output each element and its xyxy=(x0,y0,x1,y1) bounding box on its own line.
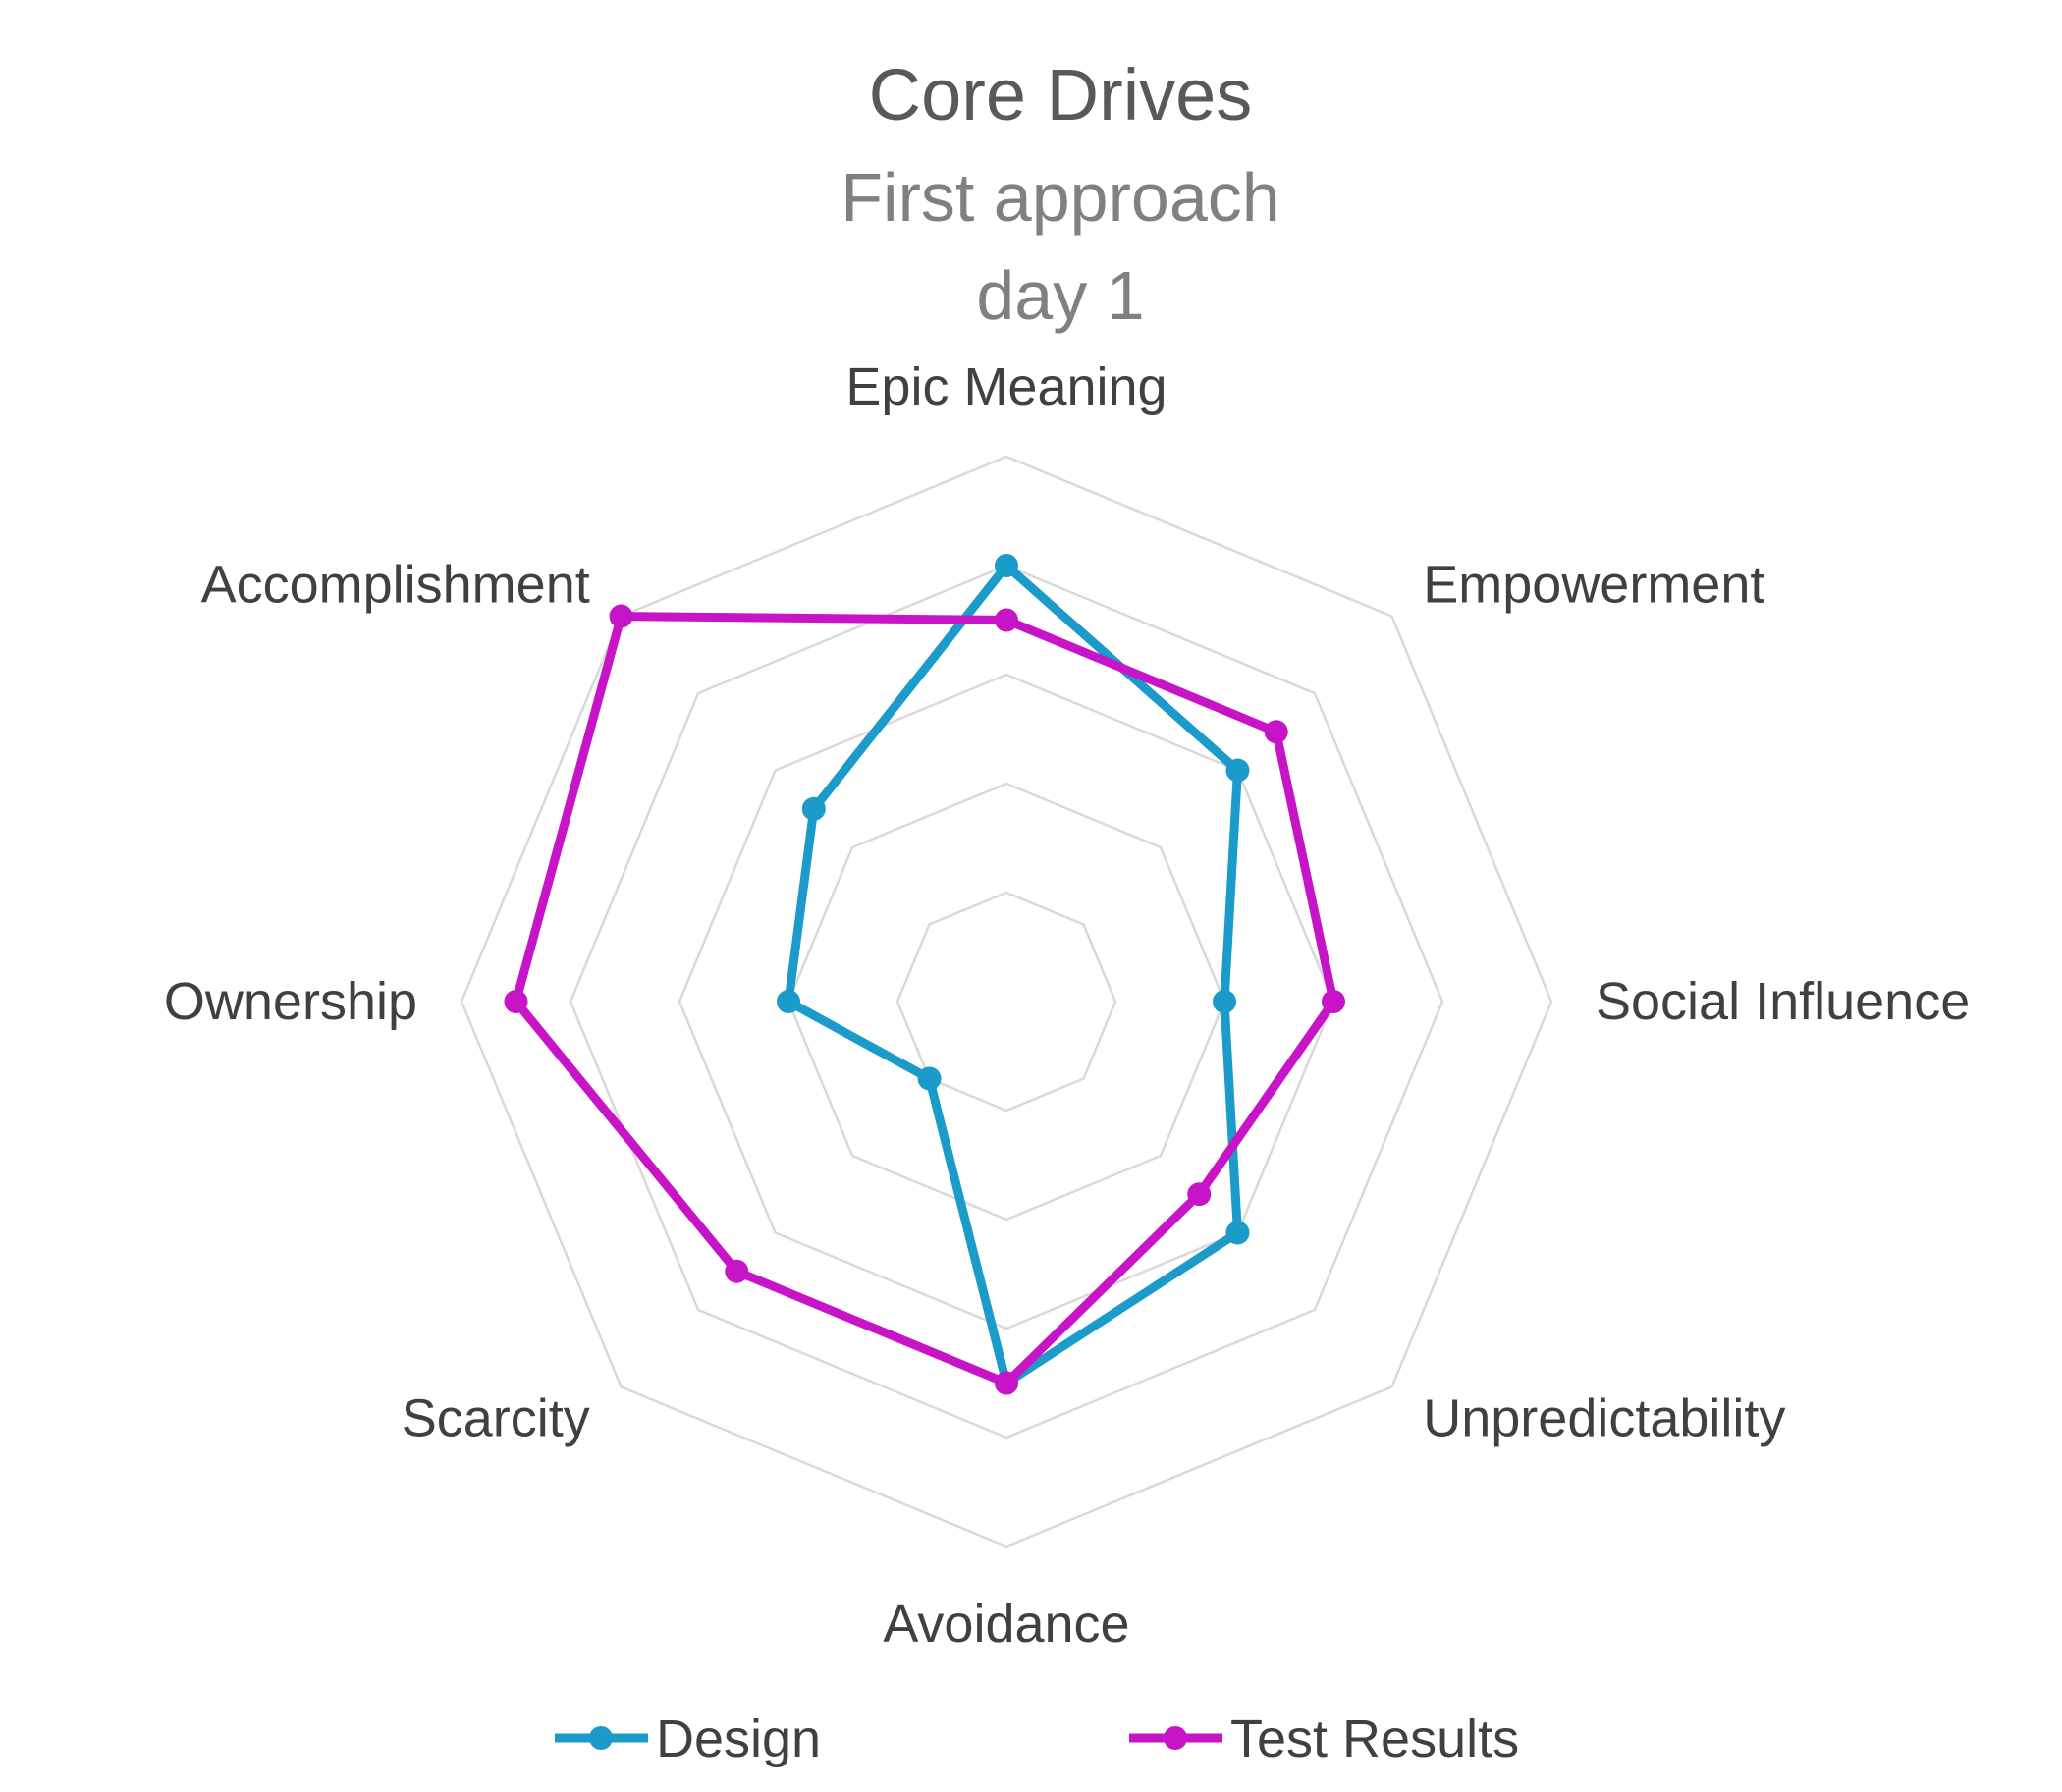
legend-marker-design xyxy=(589,1726,613,1750)
point-design-epic-meaning xyxy=(995,554,1018,577)
legend-item-design: Design xyxy=(555,1710,821,1768)
point-design-unpredictability xyxy=(1225,1221,1250,1245)
series-design xyxy=(777,554,1250,1395)
legend-item-test-results: Test Results xyxy=(1129,1710,1519,1768)
point-design-accomplishment xyxy=(801,796,826,821)
point-design-social-influence xyxy=(1213,990,1236,1013)
legend: Design Test Results xyxy=(555,1710,1519,1768)
axis-label-accomplishment: Accomplishment xyxy=(201,556,590,615)
point-test-results-social-influence xyxy=(1322,990,1345,1013)
chart-subtitle-line-1: First approach xyxy=(841,159,1279,236)
grid-ring-5 xyxy=(460,455,1553,1548)
chart-subtitle-line-2: day 1 xyxy=(976,257,1144,334)
legend-label-design: Design xyxy=(656,1710,821,1768)
grid-ring-2 xyxy=(787,782,1226,1222)
grid-ring-3 xyxy=(678,673,1335,1330)
point-test-results-unpredictability xyxy=(1187,1182,1212,1207)
axis-label-scarcity: Scarcity xyxy=(402,1388,590,1447)
point-test-results-empowerment xyxy=(1264,720,1288,744)
series-test-results xyxy=(504,604,1345,1395)
legend-marker-test-results xyxy=(1164,1726,1187,1750)
axis-label-ownership: Ownership xyxy=(164,972,417,1031)
point-test-results-avoidance xyxy=(995,1371,1018,1395)
series-line-test-results xyxy=(512,612,1338,1387)
axis-label-epic-meaning: Epic Meaning xyxy=(845,357,1167,416)
radar-grid xyxy=(460,455,1553,1548)
point-design-scarcity xyxy=(917,1066,942,1091)
axis-label-unpredictability: Unpredictability xyxy=(1423,1388,1785,1447)
series-layer xyxy=(504,554,1345,1395)
point-test-results-ownership xyxy=(504,990,528,1013)
axis-label-empowerment: Empowerment xyxy=(1423,556,1764,615)
chart-title: Core Drives xyxy=(869,54,1253,136)
legend-label-test-results: Test Results xyxy=(1230,1710,1519,1768)
point-test-results-scarcity xyxy=(725,1259,749,1283)
point-design-empowerment xyxy=(1225,758,1250,783)
axis-label-avoidance: Avoidance xyxy=(883,1595,1129,1654)
point-test-results-accomplishment xyxy=(609,604,633,628)
axis-labels: Epic Meaning Empowerment Social Influence U… xyxy=(164,357,1970,1654)
axis-label-social-influence: Social Influence xyxy=(1596,972,1970,1031)
grid-ring-1 xyxy=(895,891,1117,1113)
grid-ring-4 xyxy=(569,564,1444,1439)
point-test-results-epic-meaning xyxy=(995,608,1018,632)
point-design-ownership xyxy=(777,990,800,1013)
